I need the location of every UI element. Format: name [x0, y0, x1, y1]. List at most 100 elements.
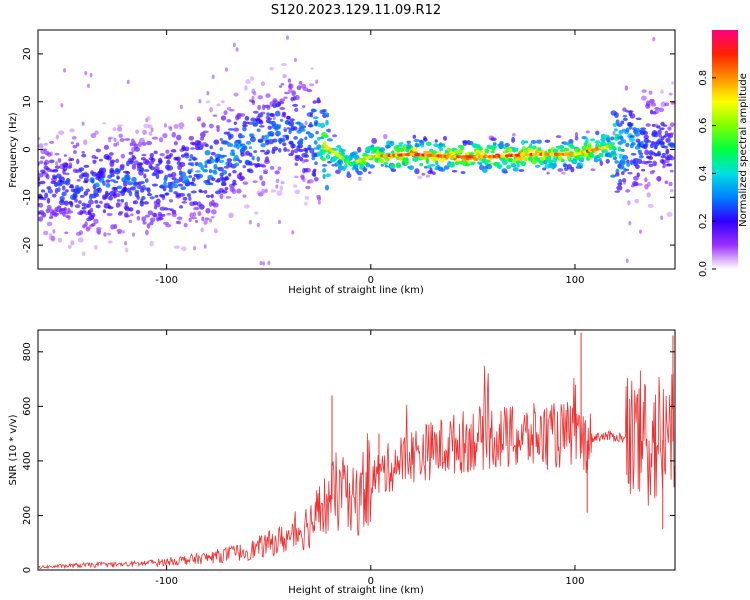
spectrogram-cell: [245, 140, 252, 145]
spectrogram-cell: [642, 131, 649, 136]
spectrogram-cell: [431, 150, 438, 155]
spectrogram-cell: [107, 206, 114, 210]
spectrogram-cell: [144, 214, 150, 218]
spectrogram-cell: [307, 179, 314, 184]
spectrogram-cell: [266, 149, 271, 154]
spectrogram-cell: [621, 171, 625, 175]
spectrogram-cell: [617, 141, 624, 145]
spectrogram-cell: [181, 201, 188, 204]
spectrogram-cell: [199, 204, 205, 210]
spectrogram-cell: [201, 122, 206, 128]
spectrogram-cell: [143, 173, 147, 179]
spectrogram-noise: [126, 79, 130, 85]
spectrogram-cell: [638, 155, 644, 159]
spectrogram-cell: [120, 153, 126, 159]
spectrogram-cell: [87, 199, 94, 205]
spectrogram-noise: [232, 42, 236, 47]
spectrogram-cell: [634, 132, 641, 137]
spectrogram-cell: [221, 189, 228, 194]
spectrogram-cell: [666, 211, 673, 218]
spectrogram-cell: [563, 147, 570, 152]
spectrogram-cell: [282, 142, 287, 147]
spectrogram-cell: [155, 163, 160, 167]
spectrogram-noise: [291, 230, 295, 235]
spectrogram-cell: [95, 226, 102, 231]
spectrogram-cell: [266, 112, 271, 117]
spectrogram-cell: [196, 140, 202, 146]
spectrogram-cell: [211, 209, 217, 215]
spectrogram-cell: [232, 179, 237, 184]
spectrogram-cell: [173, 123, 179, 129]
spectrogram-noise: [211, 74, 215, 79]
spectrogram-cell: [324, 184, 330, 191]
spectrogram-cell: [306, 88, 313, 93]
spectrogram-ytick-label: 20: [22, 48, 33, 61]
spectrogram-cell: [669, 122, 675, 128]
spectrogram-cell: [319, 136, 325, 140]
spectrogram-cell: [617, 146, 622, 152]
spectrogram-cell: [81, 251, 86, 257]
spectrogram-cell: [105, 155, 112, 161]
spectrogram-cell: [309, 147, 315, 154]
spectrogram-cell: [77, 200, 82, 204]
colorbar: 0.0 0.2 0.4 0.6 0.8 Normalized spectral ampl…: [698, 30, 749, 277]
spectrogram-cell: [451, 169, 458, 173]
spectrogram-cell: [425, 158, 429, 164]
spectrogram-cell: [631, 180, 638, 187]
spectrogram-cell: [103, 232, 107, 237]
spectrogram-cell: [272, 138, 278, 143]
spectrogram-cell: [646, 192, 651, 198]
spectrogram-cell: [356, 170, 363, 176]
spectrogram-cell: [627, 200, 631, 206]
spectrogram-cell: [624, 85, 628, 91]
spectrogram-cell: [109, 173, 115, 177]
spectrogram-cell: [54, 165, 61, 169]
spectrogram-cell: [654, 153, 658, 157]
spectrogram-cell: [67, 210, 74, 214]
spectrogram-noise: [190, 168, 194, 173]
spectrogram-cell: [119, 138, 125, 142]
spectrogram-cell: [159, 206, 166, 211]
spectrogram-cell: [645, 139, 652, 143]
spectrogram-cell: [325, 173, 332, 178]
spectrogram-cell: [98, 158, 103, 162]
spectrogram-cell: [645, 103, 651, 109]
spectrogram-cell: [227, 128, 235, 131]
spectrogram-cell: [610, 174, 617, 178]
spectrogram-cell: [577, 148, 581, 153]
spectrogram-cell: [212, 202, 219, 208]
spectrogram-cell: [278, 101, 285, 105]
spectrogram-cell: [136, 215, 141, 221]
spectrogram-noise: [259, 260, 263, 266]
spectrogram-cell: [51, 193, 57, 198]
spectrogram-cell: [146, 140, 153, 146]
spectrogram-cell: [179, 126, 184, 130]
spectrogram-noise: [60, 103, 64, 108]
spectrogram-cell: [628, 137, 636, 143]
spectrogram-cell: [214, 230, 219, 233]
spectrogram-cell: [129, 186, 136, 191]
spectrogram-cell: [666, 163, 673, 167]
spectrogram-cell: [529, 143, 533, 149]
spectrogram-cell: [124, 138, 131, 141]
spectrogram-cell: [113, 142, 118, 147]
spectrogram-cell: [169, 153, 173, 157]
spectrogram-cell: [322, 173, 326, 180]
colorbar-tick-label: 0.2: [698, 213, 709, 229]
spectrogram-cell: [248, 146, 253, 150]
spectrogram-noise: [623, 180, 627, 185]
spectrogram-cell: [590, 168, 596, 172]
spectrogram-cell: [144, 178, 149, 183]
spectrogram-cell: [163, 180, 167, 186]
spectrogram-cell: [336, 145, 342, 149]
spectrogram-cell: [669, 144, 675, 149]
spectrogram-cell: [103, 144, 109, 150]
snr-ytick-label: 800: [22, 342, 33, 361]
spectrogram-cell: [55, 134, 60, 140]
spectrogram-cell: [53, 213, 58, 218]
spectrogram-cell: [250, 76, 255, 82]
spectrogram-cell: [141, 153, 147, 157]
spectrogram-cell: [648, 163, 654, 168]
spectrogram-cell: [656, 125, 661, 129]
spectrogram-cell: [243, 204, 250, 209]
